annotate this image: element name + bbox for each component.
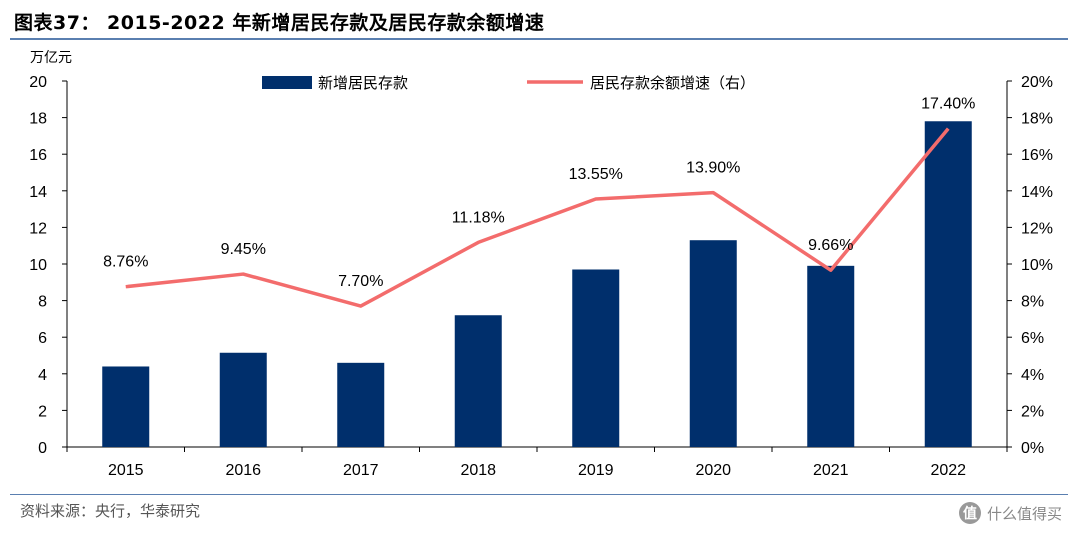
- bar-series: [102, 121, 972, 447]
- y-right-tick-label: 2%: [1021, 403, 1044, 420]
- x-tick-label: 2018: [460, 462, 496, 479]
- data-labels: 8.76% 9.45% 7.70% 11.18% 13.55% 13.90% 9.66% 17…: [103, 96, 975, 291]
- x-tick-label: 2017: [343, 462, 379, 479]
- y-right-tick-label: 14%: [1021, 184, 1053, 201]
- watermark-text: 什么值得买: [986, 504, 1062, 523]
- y-right-tick-label: 12%: [1021, 220, 1053, 237]
- title-divider: [10, 38, 1068, 40]
- x-tick-label: 2019: [578, 462, 614, 479]
- y-left-tick-label: 8: [38, 294, 47, 311]
- x-tick-label: 2022: [930, 462, 966, 479]
- y-right-tick-label: 20%: [1021, 74, 1053, 91]
- x-tick-label: 2021: [813, 462, 849, 479]
- bar: [689, 240, 737, 447]
- bar: [102, 366, 150, 447]
- watermark: 值 什么值得买: [958, 502, 1062, 524]
- legend-label-line: 居民存款余额增速（右）: [590, 74, 755, 92]
- y-left-tick-label: 12: [29, 220, 47, 237]
- legend-swatch-bar: [262, 76, 312, 89]
- line-data-label: 9.66%: [808, 237, 853, 254]
- bar: [924, 121, 972, 447]
- line-series: [125, 127, 950, 308]
- y-right-tick-label: 0%: [1021, 440, 1044, 457]
- y-right-tick-label: 8%: [1021, 294, 1044, 311]
- line-data-label: 8.76%: [103, 254, 148, 271]
- line-data-label: 17.40%: [921, 96, 975, 113]
- axes: 0 2 4 6 8 10 12 14 16 18 20 0% 2% 4% 6% 8% 10% 12% 14% 16% 1…: [29, 50, 1053, 479]
- x-tick-label: 2016: [225, 462, 261, 479]
- y-right-tick-label: 6%: [1021, 330, 1044, 347]
- figure-title: 图表37： 2015-2022 年新增居民存款及居民存款余额增速: [14, 12, 545, 34]
- line-data-label: 11.18%: [452, 209, 505, 226]
- y-right-tick-label: 16%: [1021, 147, 1053, 164]
- y-right-tick-label: 4%: [1021, 367, 1044, 384]
- y-left-tick-label: 16: [29, 147, 47, 164]
- y-left-tick-label: 10: [29, 257, 47, 274]
- y-left-tick-label: 0: [38, 440, 47, 457]
- y-right-tick-label: 10%: [1021, 257, 1053, 274]
- source-note: 资料来源：央行，华泰研究: [20, 502, 201, 520]
- y-left-unit-label: 万亿元: [30, 50, 72, 66]
- y-left-tick-label: 2: [38, 403, 47, 420]
- y-left-tick-label: 6: [38, 330, 47, 347]
- legend-label-bar: 新增居民存款: [318, 74, 408, 92]
- y-right-tick-label: 18%: [1021, 111, 1053, 128]
- line-data-label: 13.55%: [569, 166, 623, 183]
- x-tick-label: 2015: [108, 462, 144, 479]
- y-left-tick-label: 20: [29, 74, 47, 91]
- source-divider: [10, 494, 1068, 495]
- bar: [807, 265, 855, 447]
- legend: 新增居民存款 居民存款余额增速（右）: [262, 74, 755, 92]
- bar: [572, 269, 620, 447]
- watermark-logo-icon: 值: [958, 502, 981, 524]
- growth-line: [125, 127, 950, 308]
- line-data-label: 7.70%: [338, 273, 383, 290]
- line-data-label: 13.90%: [686, 160, 740, 177]
- y-left-tick-label: 18: [29, 111, 47, 128]
- y-left-tick-label: 4: [38, 367, 47, 384]
- bar: [454, 315, 502, 447]
- line-data-label: 9.45%: [221, 241, 266, 258]
- chart: 0 2 4 6 8 10 12 14 16 18 20 0% 2% 4% 6% 8% 10% 12% 14% 16% 1…: [29, 50, 1053, 479]
- y-left-tick-label: 14: [29, 184, 47, 201]
- bar: [337, 362, 385, 447]
- x-tick-label: 2020: [695, 462, 731, 479]
- bar: [219, 352, 267, 447]
